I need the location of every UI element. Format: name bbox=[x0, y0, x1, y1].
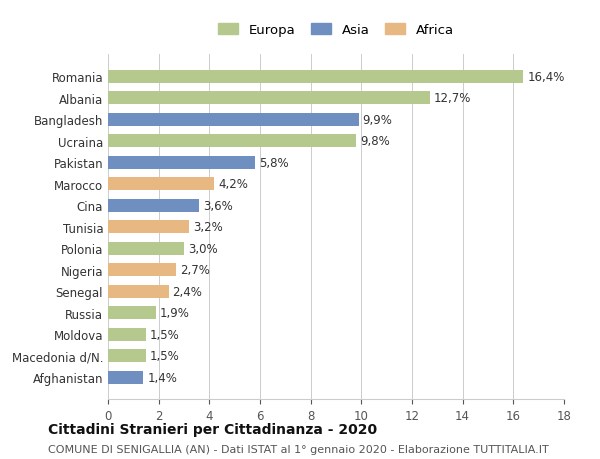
Text: 9,9%: 9,9% bbox=[362, 113, 392, 127]
Bar bbox=[108, 92, 430, 105]
Text: COMUNE DI SENIGALLIA (AN) - Dati ISTAT al 1° gennaio 2020 - Elaborazione TUTTITA: COMUNE DI SENIGALLIA (AN) - Dati ISTAT a… bbox=[48, 444, 549, 454]
Bar bbox=[108, 157, 255, 169]
Text: 16,4%: 16,4% bbox=[527, 71, 565, 84]
Text: 3,0%: 3,0% bbox=[188, 242, 217, 255]
Text: 1,4%: 1,4% bbox=[147, 371, 177, 384]
Text: 12,7%: 12,7% bbox=[434, 92, 471, 105]
Text: 4,2%: 4,2% bbox=[218, 178, 248, 191]
Bar bbox=[108, 71, 523, 84]
Bar bbox=[108, 328, 146, 341]
Text: 9,8%: 9,8% bbox=[360, 135, 390, 148]
Bar bbox=[108, 371, 143, 384]
Bar bbox=[108, 221, 189, 234]
Bar bbox=[108, 285, 169, 298]
Text: 3,6%: 3,6% bbox=[203, 199, 233, 212]
Bar bbox=[108, 307, 156, 319]
Text: 1,5%: 1,5% bbox=[150, 349, 179, 362]
Bar bbox=[108, 263, 176, 276]
Bar bbox=[108, 199, 199, 212]
Text: Cittadini Stranieri per Cittadinanza - 2020: Cittadini Stranieri per Cittadinanza - 2… bbox=[48, 422, 377, 436]
Bar bbox=[108, 135, 356, 148]
Bar bbox=[108, 113, 359, 127]
Legend: Europa, Asia, Africa: Europa, Asia, Africa bbox=[212, 17, 460, 44]
Bar bbox=[108, 242, 184, 255]
Text: 3,2%: 3,2% bbox=[193, 221, 223, 234]
Text: 2,7%: 2,7% bbox=[180, 263, 210, 277]
Text: 2,4%: 2,4% bbox=[173, 285, 202, 298]
Text: 5,8%: 5,8% bbox=[259, 157, 289, 169]
Bar bbox=[108, 349, 146, 362]
Text: 1,9%: 1,9% bbox=[160, 307, 190, 319]
Text: 1,5%: 1,5% bbox=[150, 328, 179, 341]
Bar bbox=[108, 178, 214, 191]
